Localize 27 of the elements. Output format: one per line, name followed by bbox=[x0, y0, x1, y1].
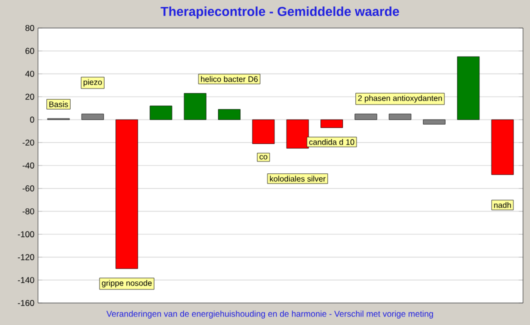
bar bbox=[491, 119, 514, 175]
y-tick-label: -120 bbox=[18, 254, 34, 260]
bar bbox=[81, 114, 104, 120]
bar bbox=[354, 114, 378, 120]
bar bbox=[320, 119, 343, 128]
bar bbox=[252, 119, 275, 144]
y-tick-label: -60 bbox=[22, 185, 34, 192]
y-tick-label: 80 bbox=[25, 25, 34, 31]
bar bbox=[423, 119, 446, 124]
y-tick-label: 20 bbox=[25, 94, 34, 100]
bar bbox=[184, 93, 206, 120]
y-tick-label: -140 bbox=[18, 277, 34, 284]
y-tick-label: 60 bbox=[26, 48, 34, 54]
bar bbox=[150, 106, 172, 120]
bar bbox=[457, 56, 480, 120]
y-tick-label: 40 bbox=[25, 70, 34, 77]
bar bbox=[116, 119, 138, 269]
text: Veranderingen van de energiehuishouding en de harmonie - Verschil met vorige meting bbox=[106, 310, 433, 318]
y-tick-label: -160 bbox=[18, 300, 34, 306]
y-tick-label: -40 bbox=[22, 162, 34, 168]
chart-title: Therapiecontrole - Gemiddelde waarde bbox=[160, 6, 400, 19]
y-tick-label: -100 bbox=[18, 231, 34, 238]
y-tick-label: -80 bbox=[22, 208, 34, 214]
y-tick-label: 0 bbox=[30, 116, 34, 123]
bar bbox=[388, 114, 412, 120]
y-tick-label: -20 bbox=[22, 140, 34, 146]
bar bbox=[218, 109, 240, 120]
